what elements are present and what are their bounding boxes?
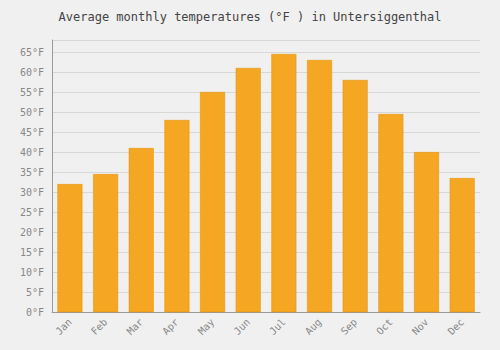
- svg-text:Feb: Feb: [89, 316, 110, 337]
- svg-text:Sep: Sep: [339, 316, 360, 337]
- svg-text:May: May: [196, 316, 217, 337]
- svg-text:60°F: 60°F: [20, 67, 44, 78]
- svg-text:5°F: 5°F: [26, 287, 44, 298]
- svg-text:Oct: Oct: [374, 316, 395, 337]
- svg-text:Dec: Dec: [446, 316, 467, 337]
- svg-text:55°F: 55°F: [20, 87, 44, 98]
- svg-text:Apr: Apr: [160, 316, 181, 337]
- svg-text:65°F: 65°F: [20, 47, 44, 58]
- svg-text:45°F: 45°F: [20, 127, 44, 138]
- svg-text:30°F: 30°F: [20, 187, 44, 198]
- svg-text:25°F: 25°F: [20, 207, 44, 218]
- svg-text:Jan: Jan: [53, 316, 74, 337]
- svg-text:Jul: Jul: [267, 316, 288, 337]
- svg-text:10°F: 10°F: [20, 267, 44, 278]
- svg-text:Average monthly temperatures (: Average monthly temperatures (°F ) in Un…: [59, 10, 442, 24]
- svg-text:35°F: 35°F: [20, 167, 44, 178]
- svg-text:Jun: Jun: [232, 316, 253, 337]
- svg-text:0°F: 0°F: [26, 307, 44, 318]
- svg-text:Mar: Mar: [125, 316, 146, 337]
- svg-text:50°F: 50°F: [20, 107, 44, 118]
- svg-text:Aug: Aug: [303, 316, 324, 337]
- svg-text:40°F: 40°F: [20, 147, 44, 158]
- svg-text:20°F: 20°F: [20, 227, 44, 238]
- svg-text:15°F: 15°F: [20, 247, 44, 258]
- svg-text:Nov: Nov: [410, 316, 431, 337]
